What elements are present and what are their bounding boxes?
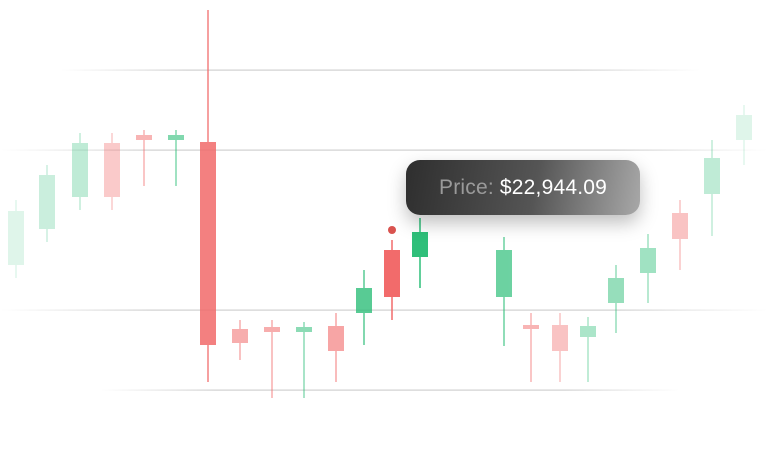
candle-wick bbox=[743, 105, 745, 165]
candle-down bbox=[232, 320, 248, 360]
candle-wick bbox=[15, 200, 17, 278]
candle-down bbox=[672, 200, 688, 270]
candle-body bbox=[552, 325, 568, 351]
candle-wick bbox=[530, 313, 532, 382]
candle-body bbox=[412, 232, 428, 257]
crosshair-marker bbox=[388, 226, 396, 234]
candle-body bbox=[264, 327, 280, 332]
candle-up bbox=[580, 317, 596, 382]
candle-down bbox=[328, 313, 344, 382]
candle-body bbox=[736, 115, 752, 140]
candle-up bbox=[356, 270, 372, 345]
candle-down bbox=[264, 320, 280, 398]
candle-up bbox=[608, 265, 624, 333]
candle-up bbox=[640, 234, 656, 303]
candle-wick bbox=[175, 130, 177, 186]
tooltip-label: Price: bbox=[439, 175, 494, 199]
candle-body bbox=[580, 326, 596, 337]
candle-body bbox=[608, 278, 624, 303]
candle-up bbox=[8, 200, 24, 278]
grid-lines bbox=[0, 69, 768, 391]
candle-down bbox=[104, 133, 120, 210]
candle-up bbox=[72, 133, 88, 210]
candle-down bbox=[200, 10, 216, 382]
candle-up bbox=[412, 218, 428, 288]
candle-wick bbox=[711, 140, 713, 236]
candles bbox=[8, 10, 752, 398]
candle-body bbox=[168, 135, 184, 140]
candle-body bbox=[232, 329, 248, 343]
candle-down bbox=[552, 313, 568, 382]
candle-wick bbox=[111, 133, 113, 210]
candle-wick bbox=[143, 130, 145, 186]
candle-body bbox=[296, 327, 312, 332]
candle-body bbox=[104, 143, 120, 197]
grid-line bbox=[0, 149, 768, 151]
candle-body bbox=[640, 248, 656, 273]
candle-up bbox=[496, 237, 512, 346]
grid-line bbox=[60, 69, 700, 71]
candle-wick bbox=[46, 165, 48, 242]
candle-wick bbox=[79, 133, 81, 210]
candle-body bbox=[136, 135, 152, 140]
candle-wick bbox=[559, 313, 561, 382]
tooltip-value: $22,944.09 bbox=[499, 175, 607, 199]
candle-body bbox=[39, 175, 55, 229]
grid-line bbox=[100, 389, 680, 391]
candle-body bbox=[523, 325, 539, 329]
candle-body bbox=[496, 250, 512, 297]
candle-body bbox=[328, 326, 344, 351]
candle-body bbox=[356, 288, 372, 313]
candle-down bbox=[136, 130, 152, 186]
candle-body bbox=[72, 143, 88, 197]
candle-body bbox=[8, 211, 24, 265]
grid-line bbox=[0, 309, 768, 311]
candle-up bbox=[39, 165, 55, 242]
candle-up bbox=[736, 105, 752, 165]
candle-body bbox=[672, 213, 688, 239]
candle-up bbox=[168, 130, 184, 186]
candle-down bbox=[523, 313, 539, 382]
candle-wick bbox=[303, 322, 305, 398]
candle-body bbox=[704, 158, 720, 194]
candle-up bbox=[704, 140, 720, 236]
candle-body bbox=[200, 142, 216, 345]
price-tooltip: Price: $22,944.09 bbox=[406, 160, 640, 215]
candle-wick bbox=[587, 317, 589, 382]
candle-wick bbox=[679, 200, 681, 270]
candle-wick bbox=[271, 320, 273, 398]
candle-up bbox=[296, 322, 312, 398]
candle-wick bbox=[647, 234, 649, 303]
